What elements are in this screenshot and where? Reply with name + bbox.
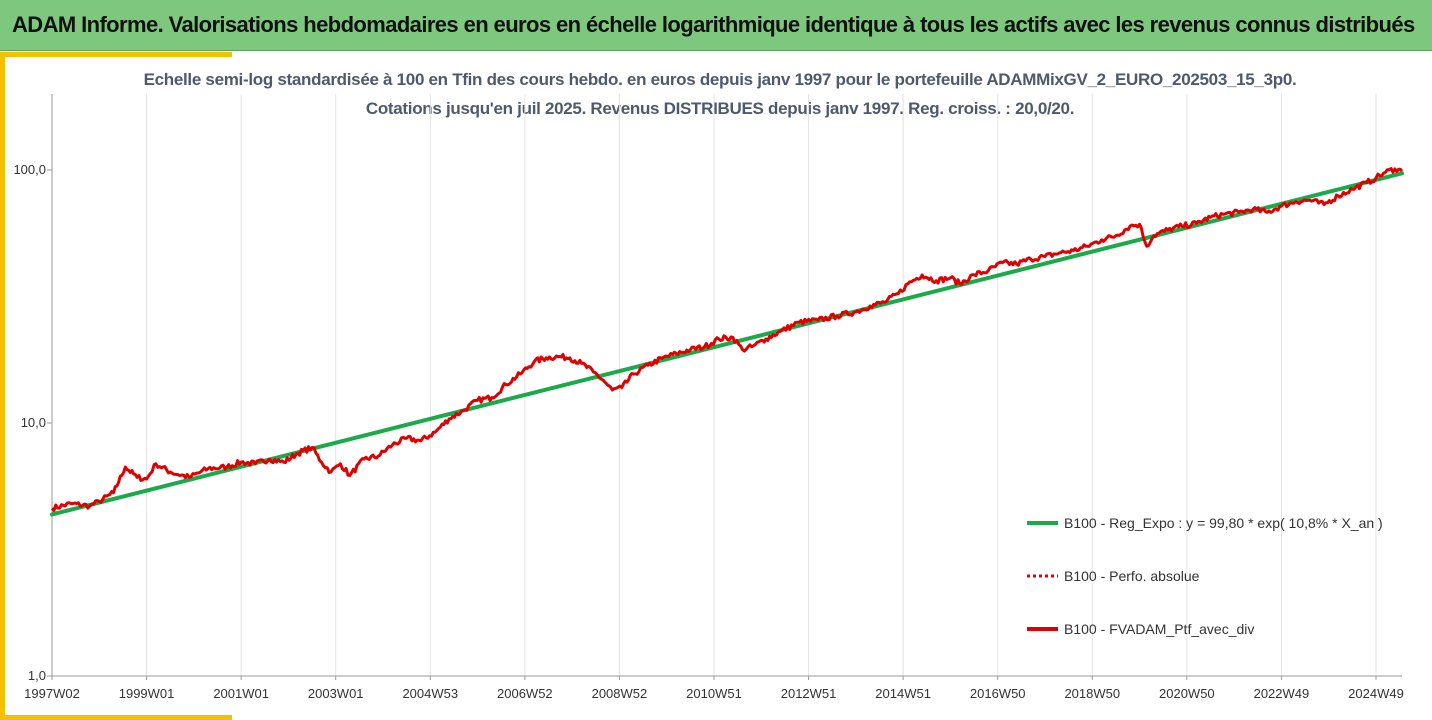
legend-fvadam-label: B100 - FVADAM_Ptf_avec_div — [1064, 621, 1254, 637]
y-tick-label: 100,0 — [13, 162, 46, 177]
legend: B100 - Reg_Expo : y = 99,80 * exp( 10,8%… — [1027, 515, 1383, 637]
x-tick-label: 2001W01 — [213, 686, 269, 701]
x-tick-label: 2016W50 — [970, 686, 1026, 701]
x-tick-label: 2003W01 — [308, 686, 364, 701]
x-tick-label: 2010W51 — [686, 686, 742, 701]
series — [50, 167, 1404, 517]
grid — [51, 94, 1377, 676]
chart-subtitle: Cotations jusqu'en juil 2025. Revenus DI… — [365, 99, 1075, 118]
chart-title: Echelle semi-log standardisée à 100 en T… — [143, 70, 1297, 89]
accent-bar-left — [0, 52, 5, 720]
x-tick-label: 1999W01 — [119, 686, 175, 701]
axes: 1,0 10,0 100,0 1997W02 1999W01 2001W01 2003W01… — [13, 94, 1404, 701]
x-tick-label: 2020W50 — [1159, 686, 1215, 701]
report-title: ADAM Informe. Valorisations hebdomadaire… — [12, 12, 1415, 37]
x-tick-label: 2024W49 — [1348, 686, 1404, 701]
accent-bar-bottom — [0, 715, 232, 720]
x-tick-label: 2022W49 — [1254, 686, 1310, 701]
report-header: ADAM Informe. Valorisations hebdomadaire… — [0, 0, 1432, 51]
x-tick-label: 2018W50 — [1064, 686, 1120, 701]
fvadam-series-line — [50, 167, 1404, 513]
x-tick-label: 2006W52 — [497, 686, 553, 701]
legend-regression-label: B100 - Reg_Expo : y = 99,80 * exp( 10,8%… — [1064, 515, 1383, 531]
x-tick-label: 2012W51 — [781, 686, 837, 701]
regression-series-line — [50, 171, 1404, 517]
x-tick-label: 2004W53 — [402, 686, 458, 701]
x-tick-label: 2008W52 — [592, 686, 648, 701]
x-tick-label: 1997W02 — [24, 686, 80, 701]
accent-bar-top — [0, 52, 232, 57]
x-tick-label: 2014W51 — [875, 686, 931, 701]
y-tick-label: 1,0 — [28, 668, 46, 683]
legend-perfo-absolue-label: B100 - Perfo. absolue — [1064, 568, 1200, 584]
y-tick-label: 10,0 — [21, 415, 46, 430]
